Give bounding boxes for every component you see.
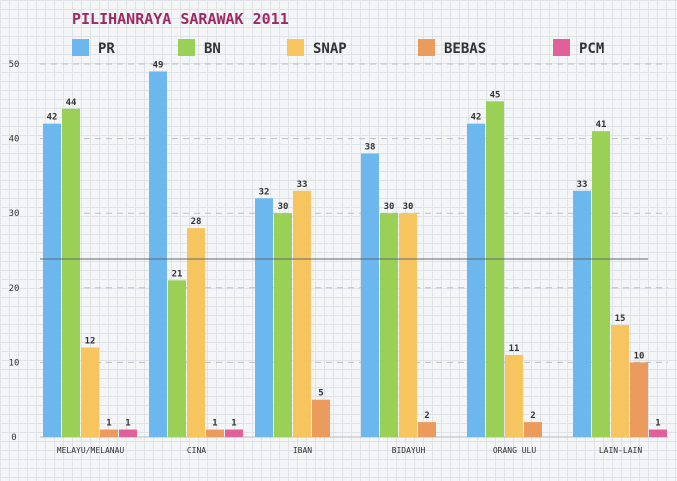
bar-bebas-bidayuh <box>418 422 436 437</box>
data-label: 1 <box>106 419 111 429</box>
bar-pr-lain-lain <box>573 190 591 437</box>
x-axis: MELAYU/MELANAU CINA IBAN BIDAYUH ORANG ULU LA… <box>57 446 643 455</box>
data-label: 2 <box>424 411 429 421</box>
bar-bn-iban <box>274 213 292 437</box>
data-label: 38 <box>365 143 376 153</box>
data-label: 2 <box>530 411 535 421</box>
data-label: 30 <box>384 202 395 212</box>
legend-swatch <box>72 39 89 56</box>
bar-pr-melayu-melanau <box>43 123 61 438</box>
data-label: 21 <box>172 269 183 279</box>
data-label: 15 <box>615 314 626 324</box>
bar-bebas-cina <box>206 429 224 437</box>
legend-swatch <box>178 39 195 56</box>
legend-item-pcm: PCM <box>553 39 604 57</box>
data-label: 5 <box>318 389 323 399</box>
bar-pr-orang-ulu <box>467 123 485 438</box>
bar-pcm-lain-lain <box>649 429 667 437</box>
y-tick-label: 0 <box>11 433 16 443</box>
bar-snap-lain-lain <box>611 325 629 437</box>
y-axis: 0 10 20 30 40 50 <box>9 60 668 443</box>
bar-pcm-melayu-melanau <box>119 429 137 437</box>
data-label: 42 <box>47 113 58 123</box>
legend-item-snap: SNAP <box>287 39 347 57</box>
legend-swatch <box>553 39 570 56</box>
data-label: 32 <box>259 187 270 197</box>
x-tick-label: BIDAYUH <box>392 446 426 455</box>
bar-pr-bidayuh <box>361 153 379 437</box>
y-tick-label: 30 <box>9 209 20 219</box>
legend-item-bn: BN <box>178 39 221 57</box>
bar-pr-cina <box>149 71 167 438</box>
data-label: 33 <box>577 180 588 190</box>
data-label: 33 <box>297 180 308 190</box>
legend-label: SNAP <box>313 41 347 57</box>
data-label: 30 <box>278 202 289 212</box>
legend: PR BN SNAP BEBAS PCM <box>72 39 604 57</box>
x-tick-label: CINA <box>187 446 206 455</box>
bar-bebas-orang-ulu <box>524 422 542 437</box>
data-label: 1 <box>231 419 236 429</box>
bar-group-lain-lain <box>573 131 667 437</box>
legend-label: PCM <box>579 41 604 57</box>
legend-swatch <box>418 39 435 56</box>
x-tick-label: MELAYU/MELANAU <box>57 446 125 455</box>
bar-bn-bidayuh <box>380 213 398 437</box>
y-tick-label: 20 <box>9 284 20 294</box>
bar-snap-iban <box>293 190 311 437</box>
x-tick-label: IBAN <box>293 446 312 455</box>
data-label: 11 <box>509 344 520 354</box>
legend-item-pr: PR <box>72 39 115 57</box>
legend-swatch <box>287 39 304 56</box>
y-tick-label: 50 <box>9 60 20 70</box>
x-tick-label: ORANG ULU <box>493 446 537 455</box>
bar-bn-orang-ulu <box>486 101 504 438</box>
legend-label: BN <box>204 41 221 57</box>
data-label: 44 <box>66 98 77 108</box>
bar-bn-lain-lain <box>592 131 610 437</box>
data-label: 42 <box>471 113 482 123</box>
bar-snap-cina <box>187 228 205 437</box>
legend-label: PR <box>98 41 115 57</box>
bar-bebas-iban <box>312 399 330 437</box>
y-tick-label: 40 <box>9 135 20 145</box>
bar-bn-cina <box>168 280 186 437</box>
legend-label: BEBAS <box>444 41 486 57</box>
bar-pcm-cina <box>225 429 243 437</box>
bar-pr-iban <box>255 198 273 437</box>
bar-bn-melayu-melanau <box>62 108 80 437</box>
bar-group-iban <box>255 190 330 437</box>
data-label: 1 <box>655 419 660 429</box>
data-label: 30 <box>403 202 414 212</box>
data-label: 1 <box>125 419 130 429</box>
data-label: 1 <box>212 419 217 429</box>
bar-group-cina <box>149 71 243 438</box>
bar-group-bidayuh <box>361 153 436 437</box>
bar-snap-bidayuh <box>399 213 417 437</box>
chart-title: PILIHANRAYA SARAWAK 2011 <box>72 10 289 28</box>
bar-snap-melayu-melanau <box>81 347 99 437</box>
data-label: 10 <box>634 351 645 361</box>
bar-snap-orang-ulu <box>505 354 523 437</box>
y-tick-label: 10 <box>9 358 20 368</box>
data-label: 41 <box>596 120 607 130</box>
bar-bebas-melayu-melanau <box>100 429 118 437</box>
data-label: 49 <box>153 60 164 70</box>
bar-group-melayu-melanau <box>43 108 137 438</box>
data-label: 45 <box>490 90 501 100</box>
bar-groups <box>43 71 667 438</box>
grid-lines <box>40 63 668 363</box>
bar-bebas-lain-lain <box>630 362 648 437</box>
data-label: 28 <box>191 217 202 227</box>
legend-item-bebas: BEBAS <box>418 39 486 57</box>
data-label: 12 <box>85 336 96 346</box>
bar-group-orang-ulu <box>467 101 542 438</box>
x-tick-label: LAIN-LAIN <box>599 446 643 455</box>
